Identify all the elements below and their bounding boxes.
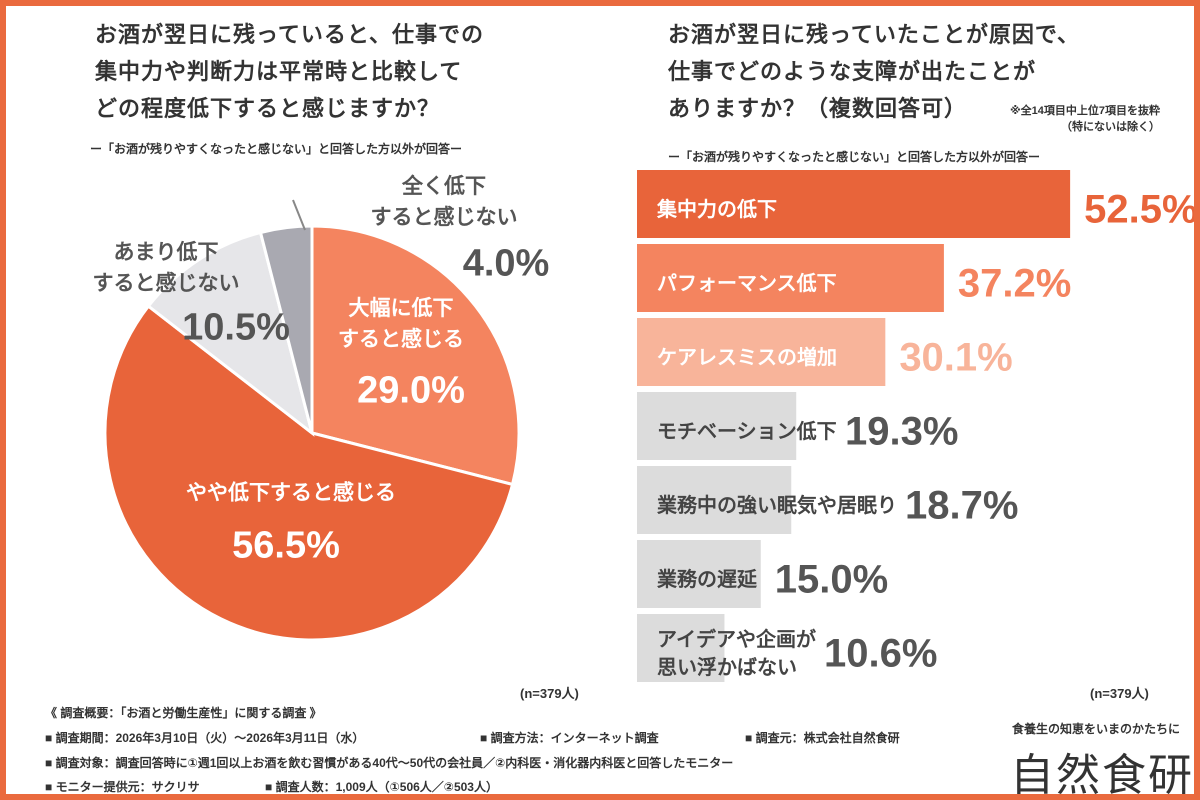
slice-label: 大幅に低下 すると感じる (338, 297, 464, 351)
survey-item: ■ 調査期間：2026年3月10日（火）〜2026年3月11日（水） (45, 731, 365, 745)
survey-heading: 《 調査概要：「お酒と労働生産性」に関する調査 》 (45, 706, 322, 720)
pie-subtitle: ー「お酒が残りやすくなったと感じない」と回答した方以外が回答ー (90, 142, 463, 156)
pie-slice (310, 224, 521, 487)
bar (637, 540, 761, 608)
bar-label: ケアレスミスの増加 (657, 347, 837, 369)
bar-annotation: ※全14項目中上位7項目を抜粋 （特にないは除く） (1009, 105, 1160, 133)
bar-value: 18.7% (905, 483, 1019, 528)
pie-slice (146, 230, 315, 437)
pie-slice (258, 224, 314, 434)
bar (637, 392, 797, 460)
bar-value: 10.6% (824, 631, 938, 676)
bar (637, 318, 886, 386)
bar (637, 466, 792, 534)
bar-label: パフォーマンス低下 (657, 273, 837, 295)
survey-item: ■ 調査方法：インターネット調査 (480, 731, 659, 745)
bar (637, 170, 1071, 238)
bar-note: (n=379人) (1090, 686, 1149, 701)
bar-label: 集中力の低下 (657, 199, 777, 221)
slice-value: 4.0% (462, 242, 550, 285)
brand-tagline: 食養生の知恵をいまのかたちに (1012, 722, 1181, 736)
survey-item: ■ 調査対象：調査回答時に①週1回以上お酒を飲む習慣がある40代〜50代の会社員… (45, 756, 734, 770)
bar-subtitle: ー「お酒が残りやすくなったと感じない」と回答した方以外が回答ー (668, 150, 1041, 164)
survey-item: ■ モニター提供元：サクリサ (45, 780, 200, 794)
slice-label: あまり低下 すると感じない (92, 241, 240, 295)
slice-value: 10.5% (182, 306, 290, 349)
slice-label: やや低下すると感じる (186, 481, 396, 505)
bar-value: 15.0% (774, 557, 889, 602)
leader-line (292, 199, 306, 231)
bar-label: 業務中の強い眠気や居眠り (657, 495, 897, 517)
slice-label: 全く低下 すると感じない (370, 175, 518, 229)
bar-value: 37.2% (957, 261, 1072, 306)
bar (637, 614, 725, 682)
pie-slice (103, 304, 515, 642)
bar-label: 業務の遅延 (657, 569, 757, 591)
bar-label: モチベーション低下 (657, 421, 837, 443)
survey-item: ■ 調査元：株式会社自然食研 (745, 731, 900, 745)
pie-title: お酒が翌日に残っていると、仕事での 集中力や判断力は平常時と比較して どの程度低… (95, 22, 485, 121)
survey-item: ■ 調査人数：1,009人（①506人／②503人） (265, 780, 498, 794)
bar-value: 19.3% (845, 409, 959, 454)
slice-value: 56.5% (232, 524, 340, 567)
brand-name: 自然食研 (1010, 751, 1194, 800)
bar-value: 30.1% (899, 335, 1013, 380)
pie-note: (n=379人) (520, 686, 579, 701)
bar-label: アイデアや企画が 思い浮かばない (657, 629, 816, 679)
bar (637, 244, 944, 312)
bar-value: 52.5% (1084, 187, 1198, 232)
slice-value: 29.0% (357, 369, 465, 412)
bar-title: お酒が翌日に残っていたことが原因で、 仕事でどのような支障が出たことが あります… (668, 22, 1081, 121)
